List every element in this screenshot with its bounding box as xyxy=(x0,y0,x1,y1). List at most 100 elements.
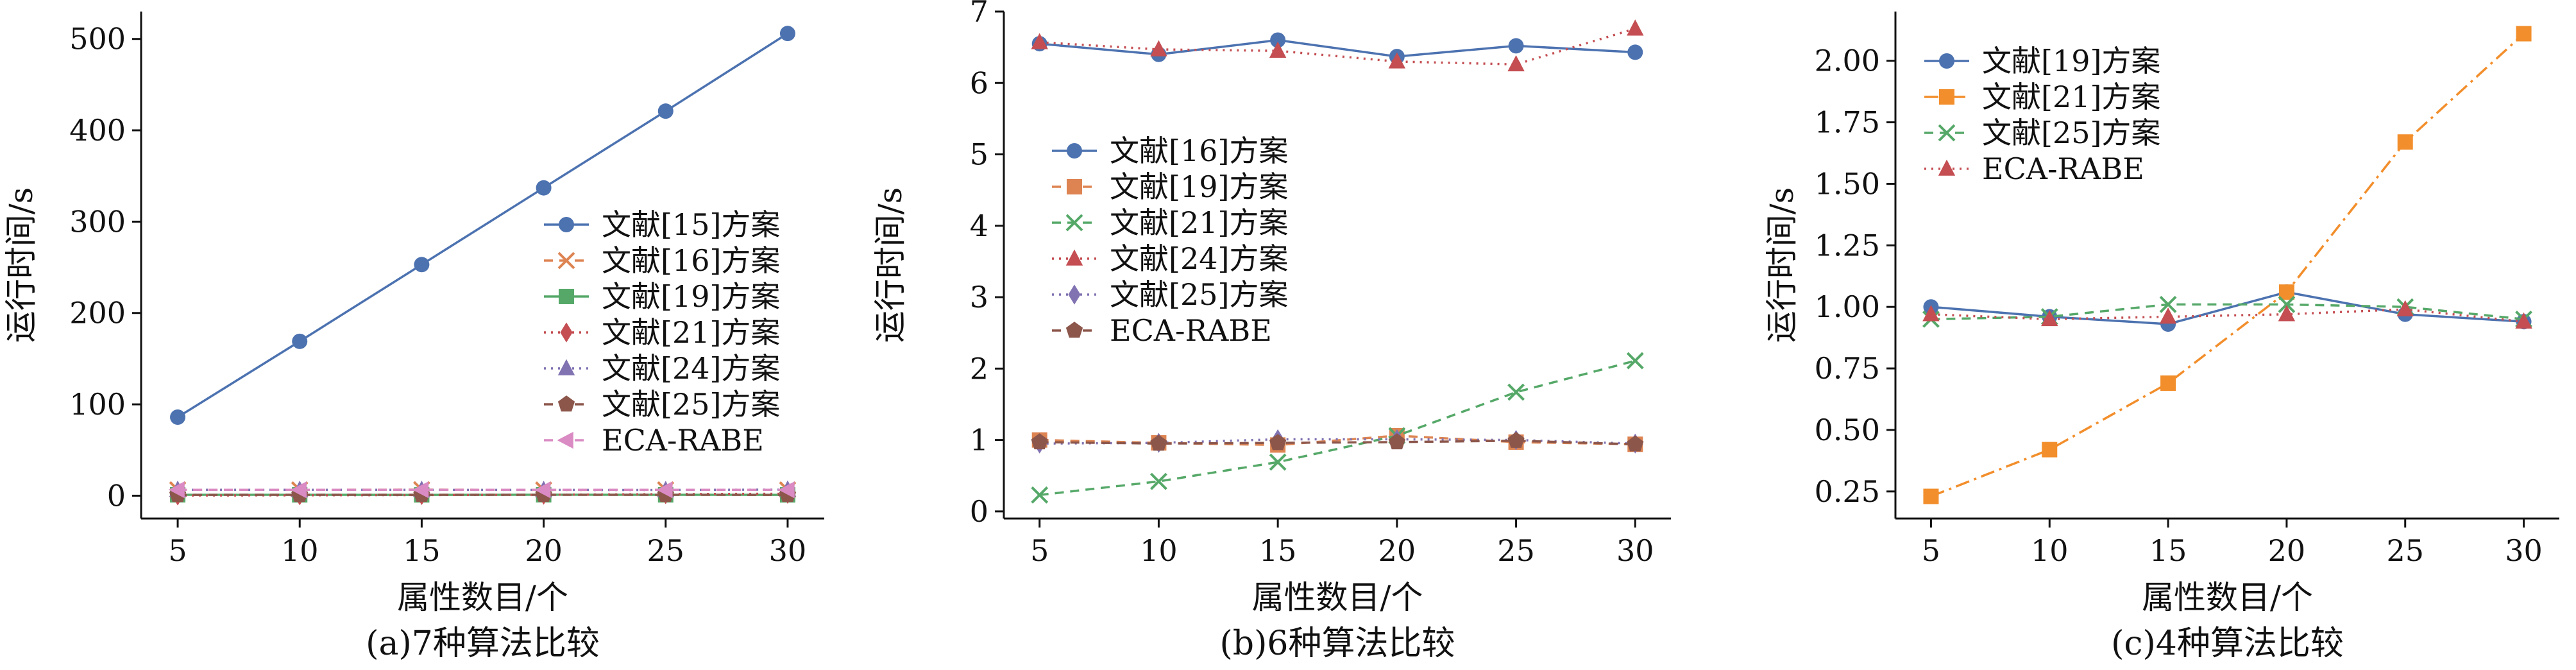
data-point xyxy=(1509,38,1524,53)
legend-marker xyxy=(559,217,574,232)
legend-entry: 文献[25]方案 xyxy=(1924,116,2160,150)
x-tick-label: 15 xyxy=(1259,533,1297,568)
legend-label: 文献[25]方案 xyxy=(1110,277,1288,312)
x-tick-label: 15 xyxy=(403,533,441,568)
legend: 文献[16]方案文献[19]方案文献[21]方案文献[24]方案文献[25]方案… xyxy=(1052,133,1288,348)
y-tick-label: 1.25 xyxy=(1815,228,1880,262)
legend-label: 文献[16]方案 xyxy=(602,243,780,278)
y-tick-label: 0.50 xyxy=(1815,413,1880,447)
y-axis-label: 运行时间/s xyxy=(1763,187,1801,343)
legend-marker xyxy=(559,289,574,304)
data-point xyxy=(1627,19,1643,35)
legend-entry: 文献[21]方案 xyxy=(544,315,780,350)
legend-marker xyxy=(1938,160,1955,176)
legend-marker xyxy=(1068,284,1080,304)
legend-marker xyxy=(1067,179,1082,194)
series-1 xyxy=(1923,284,2531,332)
x-tick-label: 25 xyxy=(1497,533,1535,568)
data-point xyxy=(1507,432,1524,448)
x-tick-label: 10 xyxy=(1140,533,1178,568)
data-point xyxy=(2278,305,2295,321)
x-axis-label: 属性数目/个 xyxy=(1252,579,1423,616)
legend-marker xyxy=(557,432,573,449)
data-point xyxy=(1627,44,1643,60)
series-3 xyxy=(1032,353,1643,502)
y-tick-label: 300 xyxy=(69,204,126,239)
y-tick-label: 400 xyxy=(69,113,126,148)
legend-entry: 文献[24]方案 xyxy=(544,351,780,386)
x-tick-label: 5 xyxy=(1030,533,1049,568)
legend-entry: 文献[19]方案 xyxy=(1924,44,2160,78)
y-tick-label: 100 xyxy=(69,387,126,422)
legend-label: 文献[25]方案 xyxy=(1982,116,2160,150)
legend-entry: 文献[19]方案 xyxy=(544,279,780,314)
legend-entry: ECA-RABE xyxy=(544,423,764,458)
legend-label: 文献[24]方案 xyxy=(1110,241,1288,276)
legend-entry: 文献[21]方案 xyxy=(1052,205,1288,240)
data-point xyxy=(536,180,552,196)
legend-entry: 文献[16]方案 xyxy=(544,243,780,278)
legend-label: 文献[24]方案 xyxy=(602,351,780,386)
y-tick-label: 2 xyxy=(970,351,988,386)
x-tick-label: 15 xyxy=(2149,533,2187,568)
legend-marker xyxy=(1939,53,1954,69)
y-tick-label: 1.75 xyxy=(1815,105,1880,140)
y-tick-label: 0 xyxy=(970,494,988,529)
legend-entry: 文献[16]方案 xyxy=(1052,133,1288,168)
y-tick-label: 2.00 xyxy=(1815,44,1880,78)
x-tick-label: 5 xyxy=(168,533,187,568)
data-point xyxy=(1923,488,1938,504)
series-3 xyxy=(1923,296,2531,327)
y-tick-label: 0 xyxy=(107,478,126,513)
y-axis-label: 运行时间/s xyxy=(872,187,909,343)
legend-entry: 文献[15]方案 xyxy=(544,207,780,242)
legend-label: ECA-RABE xyxy=(1982,151,2144,186)
legend-marker xyxy=(1939,89,1954,105)
data-point xyxy=(1269,434,1286,450)
legend-label: 文献[21]方案 xyxy=(1110,205,1288,240)
data-point xyxy=(1507,55,1524,71)
x-tick-label: 20 xyxy=(1378,533,1416,568)
legend-label: 文献[19]方案 xyxy=(602,279,780,314)
legend-label: 文献[16]方案 xyxy=(1110,133,1288,168)
y-tick-label: 500 xyxy=(69,22,126,56)
x-tick-label: 25 xyxy=(647,533,684,568)
legend-entry: 文献[19]方案 xyxy=(1052,169,1288,204)
y-tick-label: 1 xyxy=(970,423,988,458)
legend-label: 文献[21]方案 xyxy=(602,315,780,350)
y-tick-label: 1.00 xyxy=(1815,289,1880,324)
y-tick-label: 0.75 xyxy=(1815,351,1880,386)
data-point xyxy=(1509,384,1524,400)
data-point xyxy=(292,334,307,349)
panel-caption: (a)7种算法比较 xyxy=(366,624,600,663)
data-point xyxy=(658,103,674,119)
legend-marker xyxy=(1066,250,1083,266)
series-4 xyxy=(1031,19,1644,71)
data-point xyxy=(2398,134,2413,150)
legend: 文献[15]方案文献[16]方案文献[19]方案文献[21]方案文献[24]方案… xyxy=(544,207,780,458)
y-tick-label: 7 xyxy=(970,0,988,29)
legend-label: 文献[19]方案 xyxy=(1982,44,2160,78)
x-tick-label: 10 xyxy=(2031,533,2069,568)
data-point xyxy=(2516,26,2532,42)
y-axis-label: 运行时间/s xyxy=(3,187,40,343)
series-line xyxy=(1040,40,1636,57)
data-point xyxy=(2160,375,2176,391)
x-axis-label: 属性数目/个 xyxy=(397,579,568,616)
legend-label: 文献[21]方案 xyxy=(1982,80,2160,114)
legend-entry: 文献[24]方案 xyxy=(1052,241,1288,276)
legend-label: 文献[19]方案 xyxy=(1110,169,1288,204)
legend-entry: ECA-RABE xyxy=(1924,151,2144,186)
legend-entry: 文献[25]方案 xyxy=(544,387,780,422)
x-tick-label: 30 xyxy=(1616,533,1654,568)
y-tick-label: 1.50 xyxy=(1815,166,1880,201)
series-line xyxy=(1931,292,2523,324)
x-tick-label: 20 xyxy=(2268,533,2306,568)
y-tick-label: 0.25 xyxy=(1815,474,1880,509)
y-tick-label: 5 xyxy=(970,137,988,172)
legend-label: ECA-RABE xyxy=(1110,313,1272,348)
